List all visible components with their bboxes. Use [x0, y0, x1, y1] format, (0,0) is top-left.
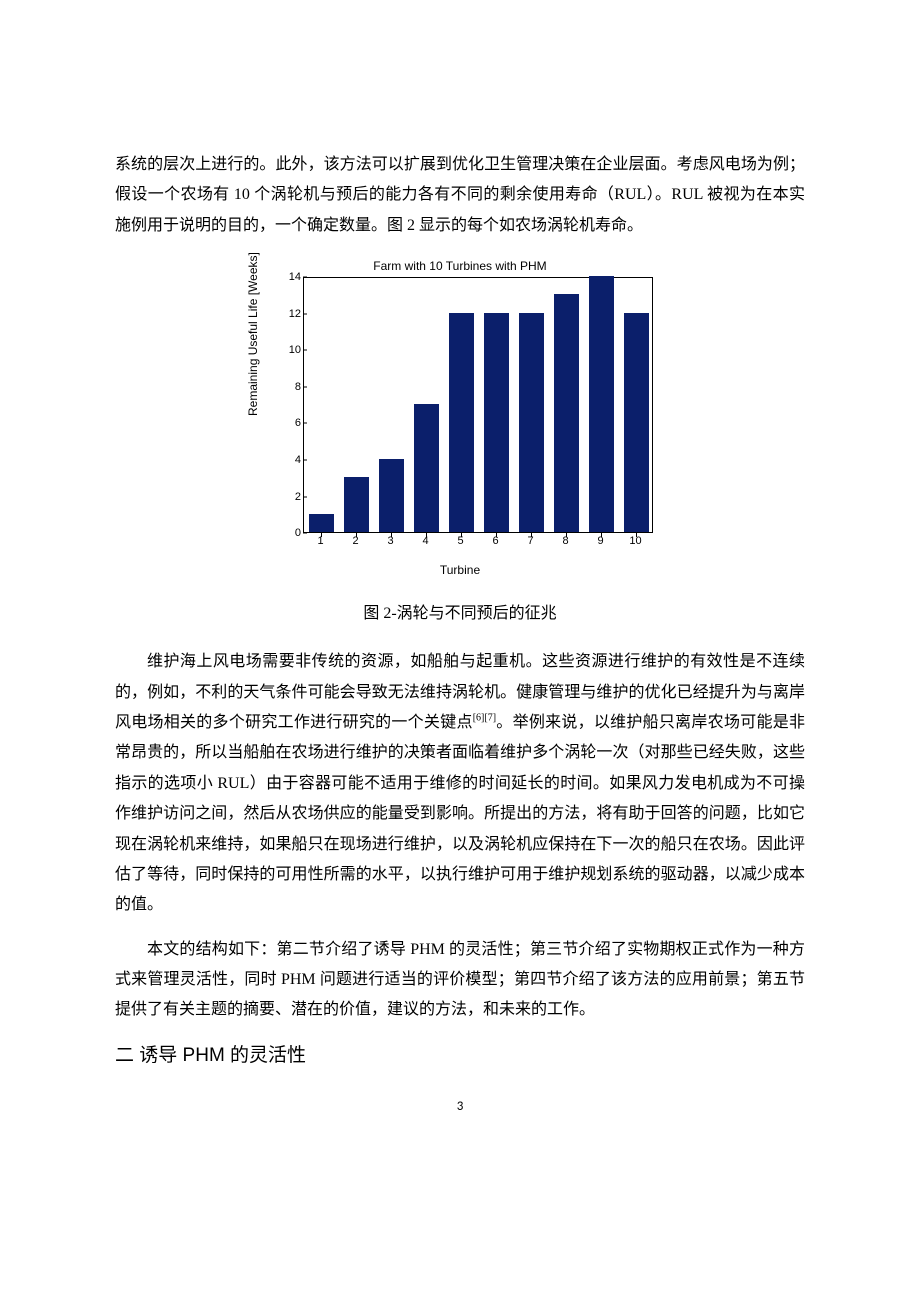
- chart-bar: [589, 276, 614, 532]
- chart-xtick-mark: [636, 533, 637, 537]
- chart-ytick-label: 12: [245, 308, 301, 320]
- chart-ytick-mark: [303, 386, 307, 387]
- chart-ytick-mark: [303, 460, 307, 461]
- chart-ytick-label: 10: [245, 344, 301, 356]
- citation-6-7: [6][7]: [473, 713, 496, 724]
- chart-title: Farm with 10 Turbines with PHM: [245, 259, 675, 273]
- chart-ytick-label: 2: [245, 491, 301, 503]
- chart-xtick-mark: [391, 533, 392, 537]
- body-paragraph-3: 本文的结构如下：第二节介绍了诱导 PHM 的灵活性；第三节介绍了实物期权正式作为…: [115, 935, 805, 1026]
- chart-bar: [554, 294, 579, 532]
- chart-ytick-mark: [303, 533, 307, 534]
- chart-xlabel: Turbine: [245, 563, 675, 577]
- chart-bar: [309, 514, 334, 532]
- chart-bar: [344, 477, 369, 532]
- chart-ytick-mark: [303, 496, 307, 497]
- chart-bar: [624, 313, 649, 532]
- section-heading-2: 二 诱导 PHM 的灵活性: [115, 1040, 805, 1067]
- body-paragraph-2: 维护海上风电场需要非传统的资源，如船舶与起重机。这些资源进行维护的有效性是不连续…: [115, 647, 805, 921]
- chart-ytick-label: 4: [245, 454, 301, 466]
- chart-bar: [449, 313, 474, 532]
- chart-bar: [379, 459, 404, 532]
- chart-ytick-mark: [303, 423, 307, 424]
- chart-xtick-mark: [321, 533, 322, 537]
- chart-plot: Remaining Useful Life [Weeks] 0246810121…: [245, 275, 675, 557]
- chart-bar: [519, 313, 544, 532]
- figure-caption: 图 2-涡轮与不同预后的征兆: [115, 599, 805, 623]
- chart-ytick-mark: [303, 277, 307, 278]
- chart-ytick-mark: [303, 313, 307, 314]
- chart-bar: [414, 404, 439, 532]
- chart-container: Farm with 10 Turbines with PHM Remaining…: [245, 259, 675, 577]
- chart-ytick-label: 6: [245, 417, 301, 429]
- chart-ytick-mark: [303, 350, 307, 351]
- chart-ytick-label: 8: [245, 381, 301, 393]
- chart-bar: [484, 313, 509, 532]
- chart-xtick-mark: [356, 533, 357, 537]
- para2-text-post: 。举例来说，以维护船只离岸农场可能是非常昂贵的，所以当船舶在农场进行维护的决策者…: [115, 714, 805, 913]
- chart-xtick-mark: [601, 533, 602, 537]
- page-number: 3: [115, 1099, 805, 1114]
- chart-plot-area: [303, 277, 653, 533]
- chart-xtick-mark: [461, 533, 462, 537]
- chart-xtick-mark: [531, 533, 532, 537]
- chart-ytick-label: 0: [245, 527, 301, 539]
- chart-xtick-mark: [426, 533, 427, 537]
- intro-paragraph: 系统的层次上进行的。此外，该方法可以扩展到优化卫生管理决策在企业层面。考虑风电场…: [115, 150, 805, 241]
- chart-ytick-label: 14: [245, 271, 301, 283]
- chart-xtick-mark: [496, 533, 497, 537]
- chart-xtick-mark: [566, 533, 567, 537]
